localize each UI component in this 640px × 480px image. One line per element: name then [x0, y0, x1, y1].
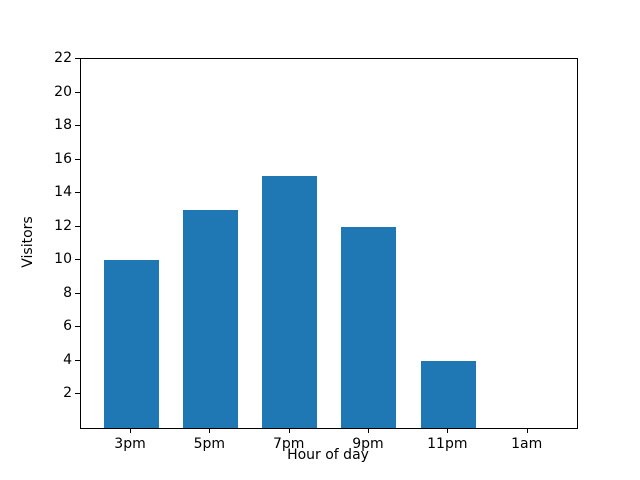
y-tick-mark-6 [75, 326, 80, 328]
y-tick-mark-16 [75, 158, 80, 160]
y-tick-label-2: 2 [63, 385, 72, 402]
x-tick-label-7pm: 7pm [272, 436, 305, 452]
y-tick-mark-20 [75, 91, 80, 93]
y-tick-label-20: 20 [54, 83, 72, 100]
y-tick-mark-22 [75, 58, 80, 59]
x-tick-label-5pm: 5pm [193, 436, 226, 452]
y-tick-label-18: 18 [54, 117, 72, 134]
bar-3pm [103, 260, 159, 428]
y-tick-mark-12 [75, 225, 80, 227]
x-tick-label-9pm: 9pm [352, 436, 384, 452]
bar-5pm [182, 209, 238, 428]
y-tick-label-8: 8 [63, 284, 72, 301]
y-tick-mark-2 [75, 393, 80, 395]
y-tick-label-4: 4 [63, 351, 72, 368]
bar-11pm [420, 360, 476, 428]
bar-9pm [341, 226, 397, 428]
y-tick-mark-18 [75, 125, 80, 127]
y-tick-label-16: 16 [54, 150, 72, 167]
y-tick-mark-10 [75, 259, 80, 261]
y-tick-mark-8 [75, 292, 80, 294]
y-tick-label-22: 22 [54, 50, 72, 66]
x-tick-mark-9pm [367, 428, 369, 433]
y-axis-label: Visitors [20, 216, 36, 268]
y-tick-label-12: 12 [54, 217, 72, 234]
y-tick-mark-14 [75, 192, 80, 194]
x-tick-label-1am: 1am [511, 436, 543, 452]
x-tick-mark-1am [526, 428, 528, 433]
x-tick-mark-11pm [447, 428, 449, 433]
y-tick-label-14: 14 [54, 184, 72, 201]
y-tick-mark-4 [75, 359, 80, 361]
x-axis-label: Hour of day [287, 447, 369, 463]
x-tick-mark-5pm [209, 428, 211, 433]
y-tick-label-10: 10 [54, 251, 72, 268]
x-tick-mark-7pm [288, 428, 290, 433]
x-tick-mark-3pm [130, 428, 131, 433]
plot-area [80, 58, 578, 429]
bar-7pm [262, 176, 318, 428]
x-tick-label-3pm: 3pm [114, 436, 146, 452]
x-tick-label-11pm: 11pm [427, 436, 468, 452]
y-tick-label-6: 6 [63, 318, 72, 335]
